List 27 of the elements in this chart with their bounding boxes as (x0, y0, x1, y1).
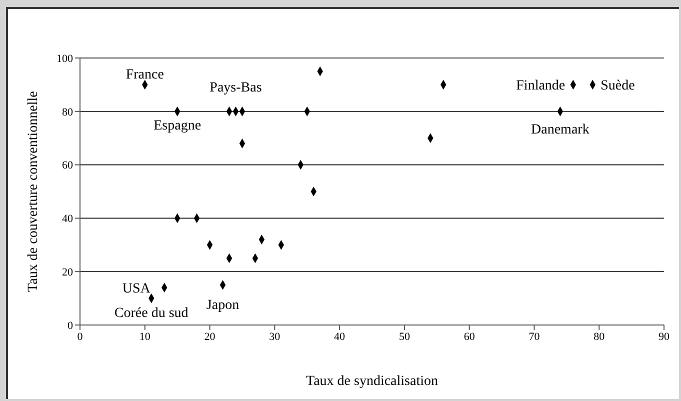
x-tick-label: 20 (204, 330, 216, 343)
x-tick-label: 10 (139, 330, 151, 343)
x-tick-label: 90 (658, 330, 670, 343)
y-tick-label: 40 (62, 213, 74, 226)
x-tick-label: 50 (398, 330, 410, 343)
x-tick-label: 80 (594, 330, 606, 343)
annotation: Suède (600, 78, 635, 94)
x-axis-title: Taux de syndicalisation (306, 374, 438, 389)
y-tick-label: 0 (68, 320, 74, 332)
annotation: Danemark (531, 122, 590, 138)
x-tick-label: 40 (334, 330, 346, 343)
y-tick-label: 20 (62, 266, 74, 279)
y-axis-title: Taux de couverture conventionnelle (26, 91, 41, 292)
annotation: Japon (206, 298, 240, 313)
annotation: Pays-Bas (210, 80, 262, 96)
annotation: Finlande (516, 78, 566, 94)
y-tick-label: 100 (56, 52, 74, 65)
x-tick-label: 30 (269, 330, 281, 343)
x-tick-label: 60 (464, 330, 476, 343)
x-tick-label: 0 (77, 330, 84, 343)
y-tick-label: 80 (62, 106, 74, 118)
annotation: USA (122, 282, 152, 297)
y-tick-label: 60 (62, 160, 74, 172)
annotation: France (126, 68, 164, 83)
annotation: Espagne (154, 118, 202, 134)
x-tick-label: 70 (528, 330, 540, 343)
annotation: Corée du sud (114, 306, 188, 322)
